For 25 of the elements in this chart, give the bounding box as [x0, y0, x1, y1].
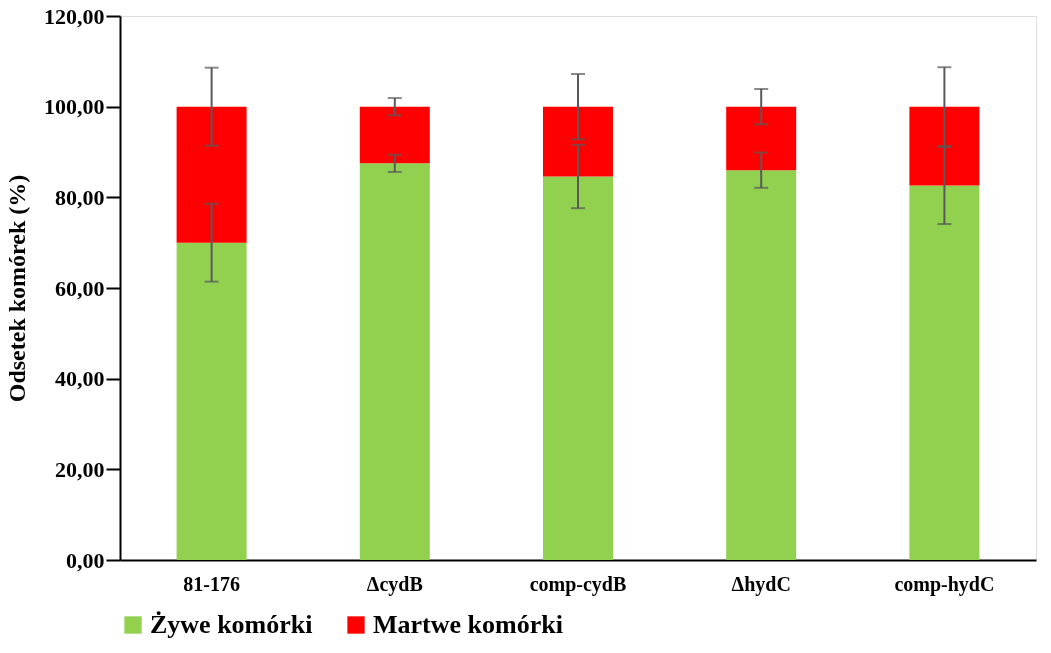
bar	[726, 106, 797, 171]
y-tick-label: 60,00	[55, 275, 105, 301]
y-tick-label: 80,00	[55, 184, 105, 210]
bar	[909, 106, 980, 186]
y-tick-label: 40,00	[55, 366, 105, 392]
bar	[359, 106, 430, 164]
x-tick-label: 81-176	[183, 572, 240, 595]
bar	[543, 106, 613, 177]
y-tick-label: 120,00	[44, 3, 105, 29]
legend-label: Martwe komórki	[373, 610, 563, 639]
x-tick-label: comp-cydB	[529, 572, 627, 596]
x-tick-label: ΔcydB	[366, 572, 423, 596]
x-tick-label: comp-hydC	[894, 572, 995, 596]
y-tick-label: 20,00	[55, 456, 105, 482]
bar	[176, 106, 247, 243]
bar	[176, 242, 247, 560]
bar	[726, 170, 797, 560]
y-tick-label: 100,00	[44, 94, 105, 120]
bar	[909, 185, 980, 560]
y-tick-label: 0,00	[66, 547, 105, 573]
y-axis-title: Odsetek komórek (%)	[4, 174, 30, 403]
bar	[543, 176, 613, 560]
legend-label: Żywe komórki	[150, 610, 313, 639]
bar	[359, 163, 430, 560]
x-tick-label: ΔhydC	[731, 572, 791, 596]
